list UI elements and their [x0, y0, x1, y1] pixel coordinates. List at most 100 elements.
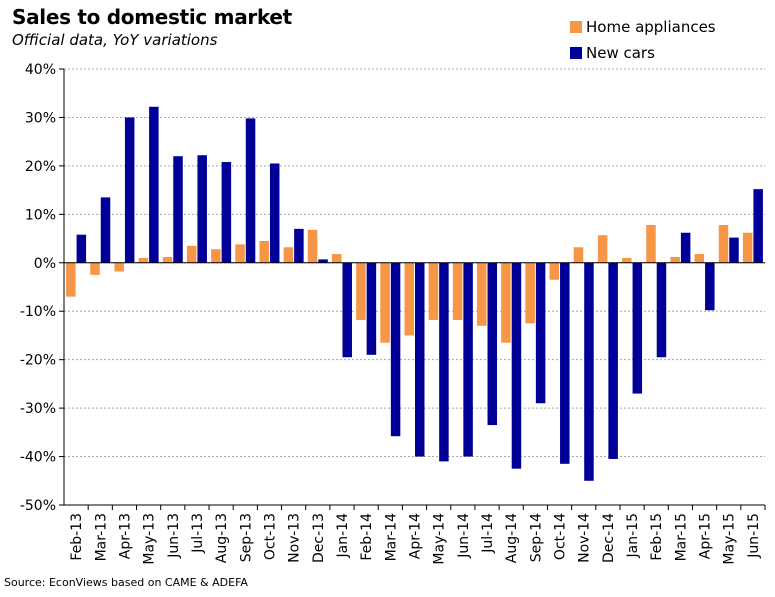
bar-home-appliances-feb-15: [646, 224, 656, 263]
bar-new-cars-mar-13: [100, 197, 111, 263]
bar-home-appliances-oct-13: [259, 240, 269, 263]
x-tick-label: Nov-13: [287, 513, 303, 563]
legend-item-home-appliances: Home appliances: [570, 14, 716, 40]
x-tick-label: Aug-13: [214, 513, 230, 563]
chart-subtitle: Official data, YoY variations: [12, 31, 218, 49]
x-tick-label: Feb-13: [69, 513, 85, 561]
bar-new-cars-oct-13: [269, 163, 280, 263]
x-tick-label: Oct-13: [262, 513, 278, 560]
bar-new-cars-mar-15: [680, 232, 691, 263]
bar-home-appliances-aug-14: [501, 262, 511, 343]
bar-home-appliances-may-13: [138, 257, 149, 263]
bar-home-appliances-feb-13: [66, 262, 76, 297]
bar-new-cars-apr-14: [415, 262, 425, 457]
x-tick-label: Feb-14: [359, 513, 375, 561]
bar-new-cars-jul-13: [197, 155, 207, 263]
bar-home-appliances-jun-14: [452, 262, 463, 320]
bar-new-cars-jun-13: [173, 156, 183, 263]
x-tick-label: Jun-14: [456, 513, 472, 559]
x-tick-label: Jun-13: [166, 513, 182, 559]
x-tick-label: Nov-14: [577, 513, 593, 563]
x-tick-label: Apr-15: [698, 513, 714, 559]
bar-home-appliances-aug-13: [211, 249, 221, 263]
bar-home-appliances-jul-14: [477, 262, 487, 326]
bar-new-cars-jun-15: [753, 189, 763, 263]
bar-new-cars-mar-14: [390, 262, 401, 437]
bar-home-appliances-dec-14: [597, 235, 608, 263]
bar-home-appliances-mar-14: [380, 262, 390, 343]
legend-item-new-cars: New cars: [570, 40, 716, 66]
bar-new-cars-nov-13: [294, 228, 304, 263]
bar-new-cars-feb-15: [656, 262, 667, 358]
x-tick-label: Jun-15: [746, 513, 762, 559]
bar-new-cars-aug-13: [221, 162, 232, 263]
bar-home-appliances-sep-14: [525, 262, 535, 324]
x-tick-label: Sep-13: [238, 513, 254, 562]
x-tick-label: May-15: [722, 513, 738, 565]
bar-new-cars-feb-14: [366, 262, 377, 355]
y-tick-label: -50%: [20, 498, 56, 514]
chart-title: Sales to domestic market: [12, 5, 292, 29]
bar-new-cars-jan-15: [632, 262, 643, 394]
x-tick-label: Jul-13: [190, 513, 206, 554]
bar-home-appliances-apr-13: [114, 262, 124, 272]
y-tick-label: -40%: [20, 450, 56, 466]
bar-home-appliances-may-15: [718, 224, 729, 263]
y-tick-label: 10%: [25, 207, 56, 223]
x-tick-label: Dec-14: [601, 513, 617, 563]
bar-new-cars-jun-14: [463, 262, 473, 457]
bar-home-appliances-mar-13: [90, 262, 100, 275]
legend-swatch-new-cars: [570, 47, 582, 59]
bar-new-cars-sep-13: [245, 118, 256, 263]
bar-new-cars-apr-15: [705, 262, 715, 311]
x-tick-label: Mar-13: [93, 513, 109, 561]
legend-label-home-appliances: Home appliances: [586, 18, 716, 36]
bar-new-cars-may-13: [149, 106, 159, 263]
bar-home-appliances-oct-14: [549, 262, 560, 280]
x-tick-label: Aug-14: [504, 513, 520, 563]
bar-new-cars-jan-14: [342, 262, 352, 358]
bar-home-appliances-nov-13: [283, 247, 294, 263]
bar-new-cars-jul-14: [487, 262, 498, 426]
source-note: Source: EconViews based on CAME & ADEFA: [4, 576, 248, 589]
bar-home-appliances-apr-15: [694, 254, 705, 263]
bar-new-cars-nov-14: [584, 262, 594, 481]
bar-home-appliances-feb-14: [356, 262, 366, 320]
bar-home-appliances-jun-13: [162, 256, 173, 263]
bar-home-appliances-dec-13: [307, 229, 318, 263]
x-tick-label: Jan-15: [625, 513, 641, 558]
bar-home-appliances-apr-14: [404, 262, 414, 336]
bar-new-cars-apr-13: [124, 117, 135, 263]
bar-home-appliances-jan-14: [331, 254, 342, 263]
x-tick-label: Apr-13: [117, 513, 133, 559]
y-tick-label: 20%: [25, 159, 56, 175]
bar-home-appliances-jan-15: [622, 257, 632, 263]
y-tick-label: 40%: [25, 62, 56, 78]
x-tick-label: Apr-14: [408, 513, 424, 559]
x-tick-label: Jul-14: [480, 513, 496, 554]
x-tick-label: Feb-15: [649, 513, 665, 561]
legend-label-new-cars: New cars: [586, 44, 655, 62]
bar-new-cars-aug-14: [511, 262, 522, 469]
bar-home-appliances-jul-13: [186, 245, 197, 263]
x-tick-label: Jan-14: [335, 513, 351, 559]
x-tick-label: Sep-14: [528, 513, 544, 562]
bar-home-appliances-mar-15: [670, 256, 680, 263]
bar-new-cars-may-14: [439, 262, 449, 462]
bar-home-appliances-sep-13: [235, 244, 245, 263]
x-tick-label: Dec-13: [311, 513, 327, 563]
y-tick-label: -10%: [20, 304, 56, 320]
y-tick-label: -30%: [20, 401, 56, 417]
bar-new-cars-dec-13: [318, 259, 328, 263]
y-tick-label: 0%: [34, 256, 56, 272]
bar-new-cars-feb-13: [76, 234, 87, 263]
bar-new-cars-may-15: [729, 237, 739, 263]
legend: Home appliances New cars: [570, 14, 716, 66]
x-tick-label: May-13: [142, 513, 158, 565]
legend-swatch-home-appliances: [570, 21, 582, 33]
x-tick-label: Oct-14: [553, 513, 569, 560]
bar-home-appliances-may-14: [428, 262, 439, 320]
y-tick-label: -20%: [20, 353, 56, 369]
x-tick-label: May-14: [432, 513, 448, 565]
